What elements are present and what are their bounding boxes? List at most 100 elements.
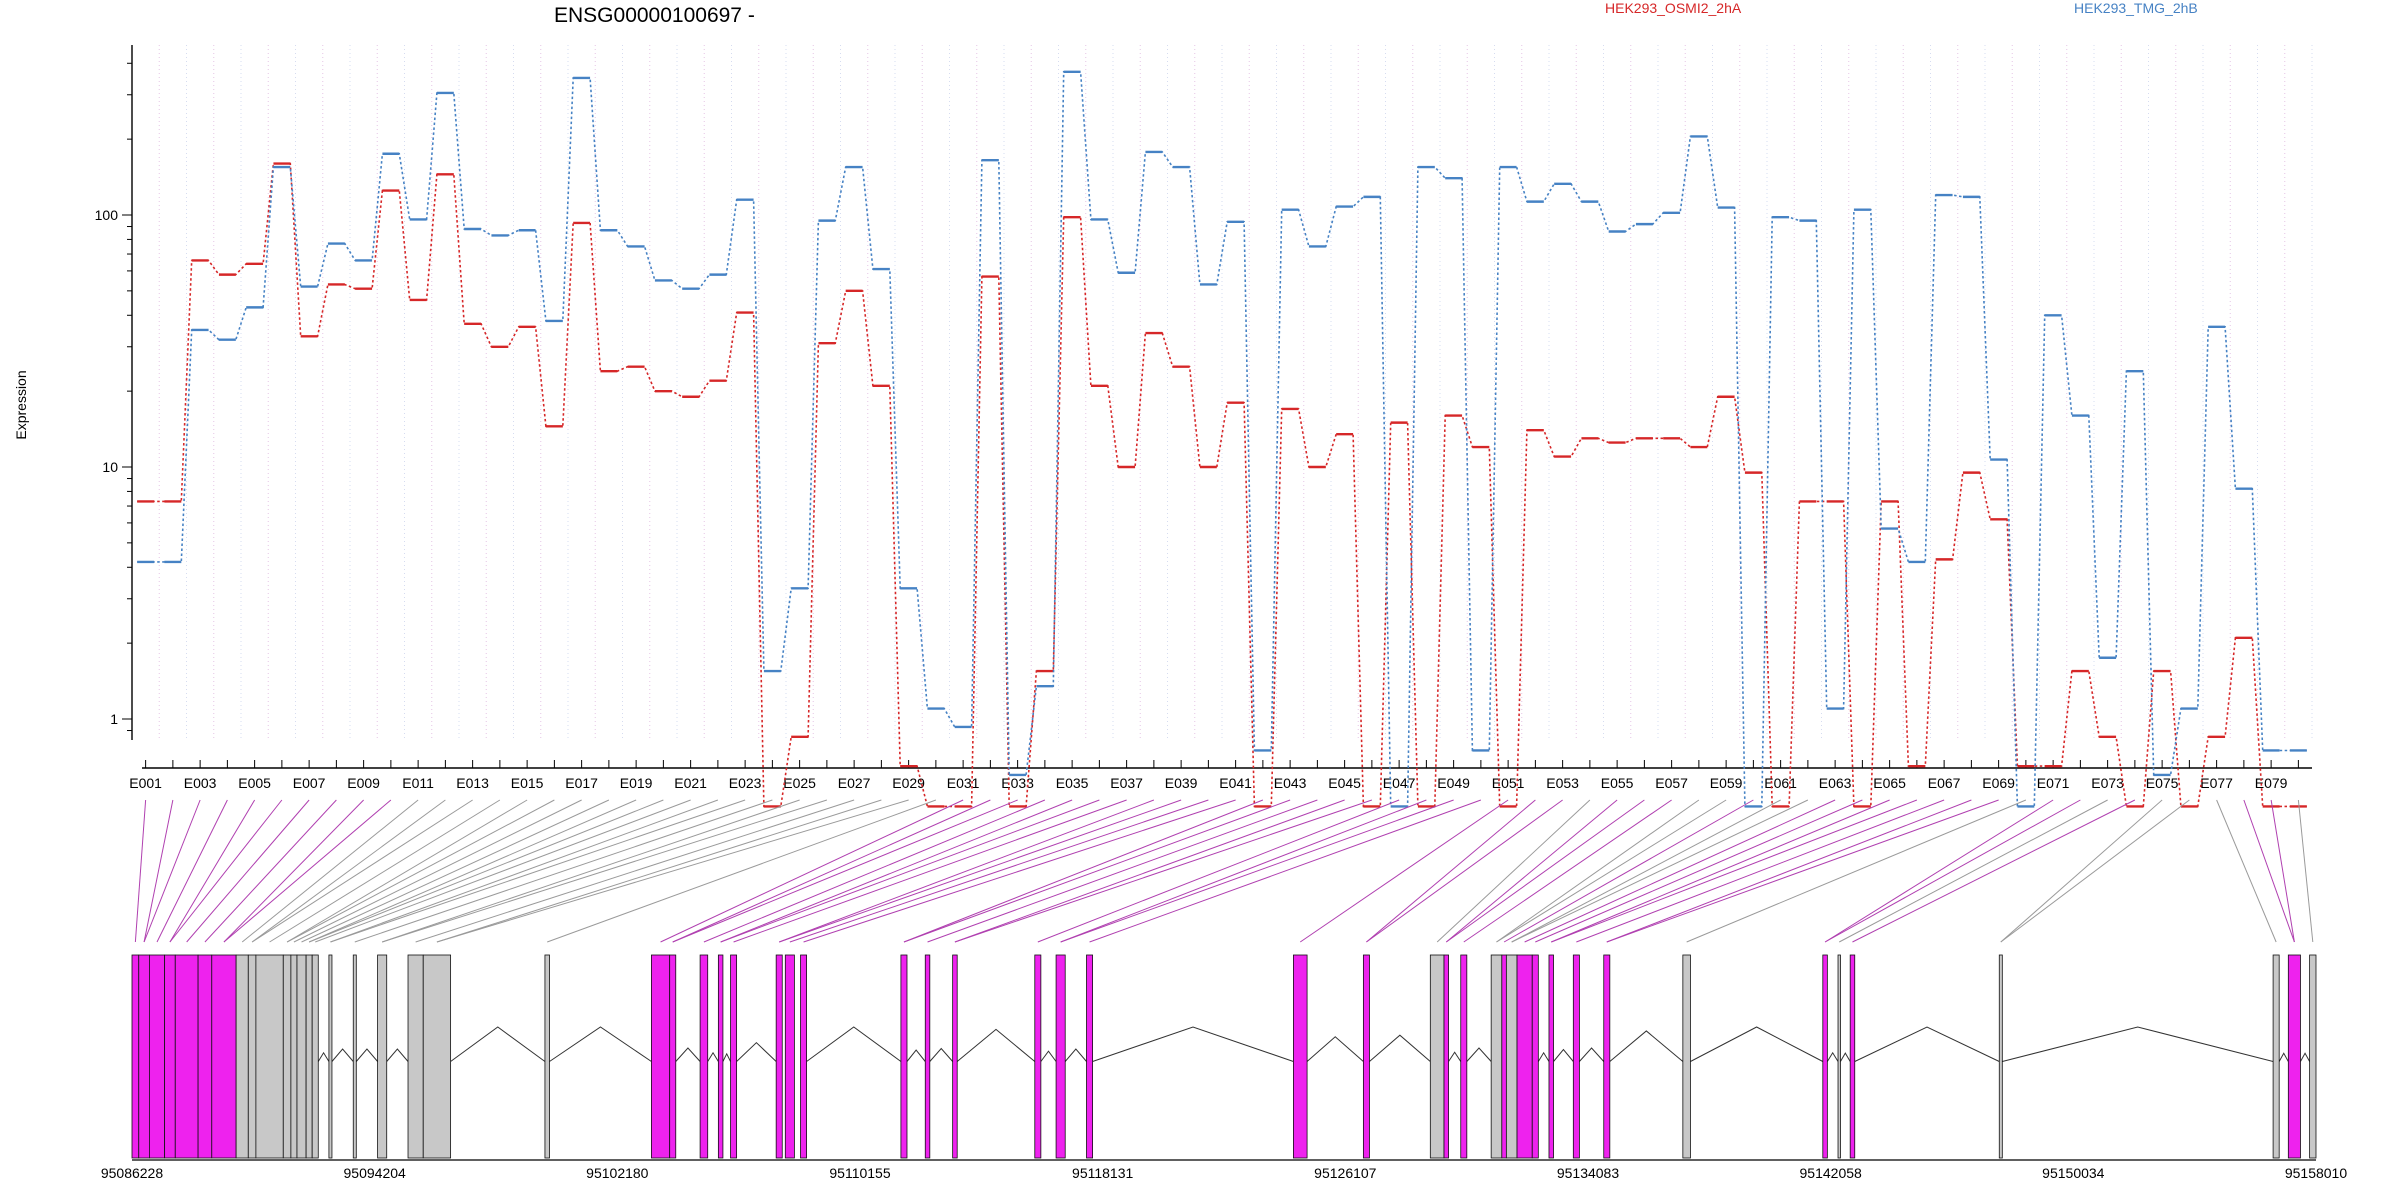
exon-connector	[779, 799, 1182, 943]
exon-block	[131, 954, 140, 1159]
exon-connector	[1037, 799, 1400, 943]
expression-series	[137, 70, 2307, 808]
exon-block	[1429, 954, 1445, 1159]
intron	[736, 1041, 777, 1062]
exon-connector	[269, 799, 501, 943]
exon-connector	[330, 799, 719, 943]
exon-connector	[301, 799, 610, 943]
exon-connector	[1535, 799, 1863, 943]
intron	[1537, 1051, 1550, 1062]
exon-block	[1505, 954, 1518, 1159]
exon-block	[1034, 954, 1042, 1159]
exon-connector	[293, 799, 582, 943]
exon-block	[305, 954, 313, 1159]
x-tick-label: E017	[565, 775, 598, 791]
plot-axes	[131, 45, 2312, 769]
intron	[1840, 1052, 1851, 1062]
x-axis-ticks: E001 E003 E005 E007 E009 E011 E013 E015 E017 E019…	[129, 760, 2299, 791]
legend: HEK293_OSMI2_2hA HEK293_TMG_2hB	[1605, 0, 2198, 16]
exon-connector	[2000, 799, 2163, 943]
exon-connector	[1606, 799, 1999, 943]
x-tick-label: E073	[2091, 775, 2124, 791]
intron	[2278, 1052, 2289, 1062]
exon-connector	[703, 799, 1046, 943]
x-tick-label: E035	[1056, 775, 1089, 791]
x-tick-label: E055	[1601, 775, 1634, 791]
series-2	[137, 70, 2307, 808]
genome-coordinate-label: 95126107	[1314, 1165, 1377, 1181]
exon-block	[1548, 954, 1554, 1159]
exon-block	[669, 954, 677, 1159]
exon-connector	[308, 799, 637, 943]
exon-connector	[789, 799, 1209, 943]
exon-connector	[547, 799, 937, 943]
x-tick-label: E001	[129, 775, 162, 791]
chart-title: ENSG00000100697 -	[554, 4, 755, 27]
exon-block	[717, 954, 724, 1159]
exon-connector	[286, 799, 555, 943]
x-tick-label: E059	[1710, 775, 1743, 791]
x-tick-label: E067	[1928, 775, 1961, 791]
exon-connector	[720, 799, 1073, 943]
exon-connector	[1496, 799, 1727, 943]
x-tick-label: E051	[1492, 775, 1525, 791]
exon-block	[651, 954, 671, 1159]
exon-connector	[1511, 799, 1781, 943]
exon-connector	[903, 799, 1291, 943]
exon-connector	[672, 799, 1018, 943]
exon-connector	[1445, 799, 1645, 943]
intron	[906, 1049, 926, 1062]
exon-block	[174, 954, 199, 1159]
gene-model-track	[131, 954, 2317, 1159]
exon-connector	[1445, 799, 1618, 943]
x-tick-label: E005	[238, 775, 271, 791]
genome-coordinate-label: 95150034	[2042, 1165, 2105, 1181]
exon-connector	[1496, 799, 1700, 943]
exon-block	[1501, 954, 1507, 1159]
exon-block	[1362, 954, 1370, 1159]
genome-coordinate-label: 95110155	[829, 1165, 890, 1181]
exon-connector	[308, 799, 664, 943]
intron	[317, 1051, 330, 1062]
x-tick-label: E063	[1819, 775, 1852, 791]
exon-connector	[1606, 799, 1972, 943]
exon-block	[247, 954, 257, 1159]
exon-block	[2309, 954, 2317, 1159]
x-tick-label: E049	[1437, 775, 1470, 791]
x-tick-label: E015	[511, 775, 544, 791]
exon-block	[1443, 954, 1449, 1159]
exon-connector	[1060, 799, 1454, 943]
legend-entry-series-1: HEK293_OSMI2_2hA	[1605, 0, 1742, 16]
exon-block	[1516, 954, 1533, 1159]
exon-block	[328, 954, 333, 1159]
exon-block	[1998, 954, 2003, 1159]
exon-block	[235, 954, 249, 1159]
exon-block	[784, 954, 795, 1159]
x-tick-label: E011	[402, 775, 434, 791]
exon-block	[1837, 954, 1841, 1159]
x-tick-label: E043	[1274, 775, 1307, 791]
exon-connector	[169, 799, 283, 943]
exon-block	[924, 954, 931, 1159]
x-tick-label: E057	[1655, 775, 1688, 791]
x-tick-label: E039	[1165, 775, 1198, 791]
intron	[1369, 1034, 1431, 1062]
exon-connector	[315, 799, 691, 943]
x-tick-label: E077	[2200, 775, 2233, 791]
y-tick-label: 1	[110, 711, 118, 727]
exon-position-connectors	[134, 799, 2314, 943]
exon-connector	[927, 799, 1318, 943]
exon-connector	[2297, 799, 2314, 943]
exon-block	[1055, 954, 1066, 1159]
exon-connector	[381, 799, 800, 943]
exon-connector	[251, 799, 446, 943]
exon-connector	[1503, 799, 1754, 943]
exon-block	[1293, 954, 1308, 1159]
x-tick-label: E065	[1873, 775, 1906, 791]
series-1	[137, 162, 2307, 808]
exon-block	[377, 954, 388, 1159]
x-tick-label: E045	[1328, 775, 1361, 791]
exon-connector	[1576, 799, 1945, 943]
exon-block	[352, 954, 357, 1159]
exon-connector	[803, 799, 1236, 943]
